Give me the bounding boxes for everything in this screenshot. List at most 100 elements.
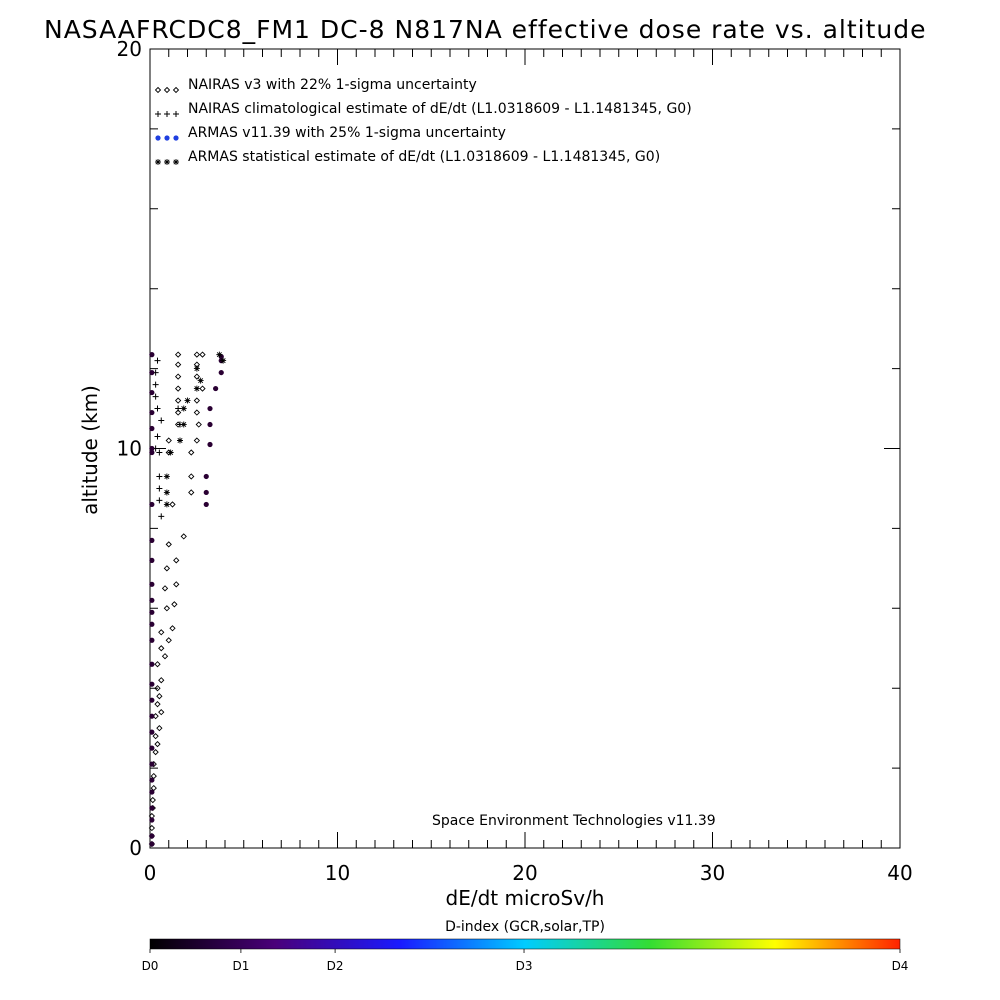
diamond-point xyxy=(156,693,163,700)
legend-symbol xyxy=(172,86,180,94)
dot-point xyxy=(149,597,155,603)
dot-point xyxy=(149,369,155,376)
dot-point xyxy=(149,637,155,643)
colorbar xyxy=(149,938,901,950)
diamond-point xyxy=(174,361,182,368)
plus-point xyxy=(152,381,159,388)
asterisk-point xyxy=(184,397,191,404)
y-tick-label: 0 xyxy=(129,836,142,860)
legend-symbol xyxy=(173,135,179,141)
dot-point xyxy=(207,441,213,448)
dot-point xyxy=(149,449,155,456)
diamond-point xyxy=(154,701,161,708)
tick-marks xyxy=(149,48,901,849)
legend: NAIRAS v3 with 22% 1-sigma uncertainty NA… xyxy=(154,77,692,165)
diamond-point xyxy=(180,533,187,540)
diamond-point xyxy=(154,685,161,692)
plus-point xyxy=(158,417,165,424)
diamond-point xyxy=(165,541,172,548)
dot-point xyxy=(149,789,155,795)
dot-point xyxy=(149,557,155,563)
diamond-point xyxy=(169,625,176,632)
diamond-point xyxy=(154,661,161,668)
dot-point xyxy=(203,489,209,496)
diamond-point xyxy=(171,601,178,608)
diamond-point xyxy=(173,557,180,564)
x-tick-label: 0 xyxy=(144,861,157,885)
diamond-point xyxy=(152,748,159,756)
series-asterisk xyxy=(163,351,227,508)
asterisk-point xyxy=(193,365,200,372)
diamond-point xyxy=(188,473,195,480)
asterisk-point xyxy=(163,501,170,508)
x-tick-label: 30 xyxy=(700,861,725,885)
dot-point xyxy=(149,537,155,543)
diamond-point xyxy=(193,351,201,358)
asterisk-point xyxy=(167,449,174,456)
asterisk-point xyxy=(163,473,170,480)
dot-point xyxy=(149,817,155,823)
diamond-point xyxy=(193,409,201,416)
asterisk-point xyxy=(180,405,187,412)
dot-point xyxy=(149,621,155,627)
asterisk-point xyxy=(220,357,227,364)
plus-point xyxy=(156,449,163,456)
legend-item: ARMAS statistical estimate of dE/dt (L1.… xyxy=(155,149,660,165)
plot-frame xyxy=(149,48,901,849)
plus-point xyxy=(154,357,161,364)
asterisk-point xyxy=(180,421,187,428)
legend-item: NAIRAS v3 with 22% 1-sigma uncertainty xyxy=(154,77,477,94)
dot-point xyxy=(203,501,209,508)
legend-label: NAIRAS v3 with 22% 1-sigma uncertainty xyxy=(188,77,477,93)
dot-point xyxy=(149,445,155,452)
dot-point xyxy=(149,805,155,811)
diamond-point xyxy=(161,585,169,592)
diamond-point xyxy=(174,409,182,416)
diamond-point xyxy=(154,740,161,748)
dot-point xyxy=(149,661,155,667)
legend-symbol xyxy=(154,86,162,94)
x-tick-label: 20 xyxy=(512,861,537,885)
x-tick-label: 40 xyxy=(887,861,912,885)
dot-point xyxy=(149,761,155,767)
diamond-point xyxy=(193,437,201,444)
diamond-point xyxy=(173,581,180,588)
y-axis-label: altitude (km) xyxy=(78,385,102,515)
x-axis-label: dE/dt microSv/h xyxy=(446,886,605,910)
credit-text: Space Environment Technologies v11.39 xyxy=(432,813,716,829)
asterisk-point xyxy=(177,437,183,444)
dot-point xyxy=(213,385,219,392)
legend-symbol xyxy=(155,111,161,117)
plus-point xyxy=(156,485,163,492)
dot-point xyxy=(149,681,155,687)
diamond-point xyxy=(156,725,163,732)
diamond-point xyxy=(148,824,156,832)
legend-item: ARMAS v11.39 with 25% 1-sigma uncertaint… xyxy=(155,125,506,141)
diamond-point xyxy=(158,629,165,636)
y-tick-labels: 0 10 20 xyxy=(117,37,142,860)
diamond-point xyxy=(193,397,201,404)
dot-point xyxy=(149,352,155,358)
diamond-point xyxy=(188,489,195,496)
colorbar-label: D1 xyxy=(232,959,249,973)
plus-point xyxy=(154,405,161,412)
diamond-point xyxy=(163,605,171,612)
plus-point xyxy=(156,497,163,504)
diamond-point xyxy=(163,565,171,572)
legend-label: ARMAS statistical estimate of dE/dt (L1.… xyxy=(188,149,660,165)
dot-point xyxy=(149,581,155,587)
colorbar-label: D4 xyxy=(892,959,909,973)
colorbar-labels: D0 D1 D2 D3 D4 xyxy=(142,949,909,973)
asterisk-point xyxy=(193,385,200,392)
plus-point xyxy=(175,405,182,412)
legend-symbol xyxy=(163,86,171,94)
legend-symbol xyxy=(173,111,179,117)
dot-point xyxy=(149,745,155,751)
diamond-point xyxy=(174,397,182,404)
chart-title: NASAAFRCDC8_FM1 DC-8 N817NA effective do… xyxy=(44,15,927,44)
series-plus xyxy=(152,357,183,520)
diamond-point xyxy=(158,677,165,684)
dot-point xyxy=(149,409,155,416)
x-tick-label: 10 xyxy=(325,861,350,885)
